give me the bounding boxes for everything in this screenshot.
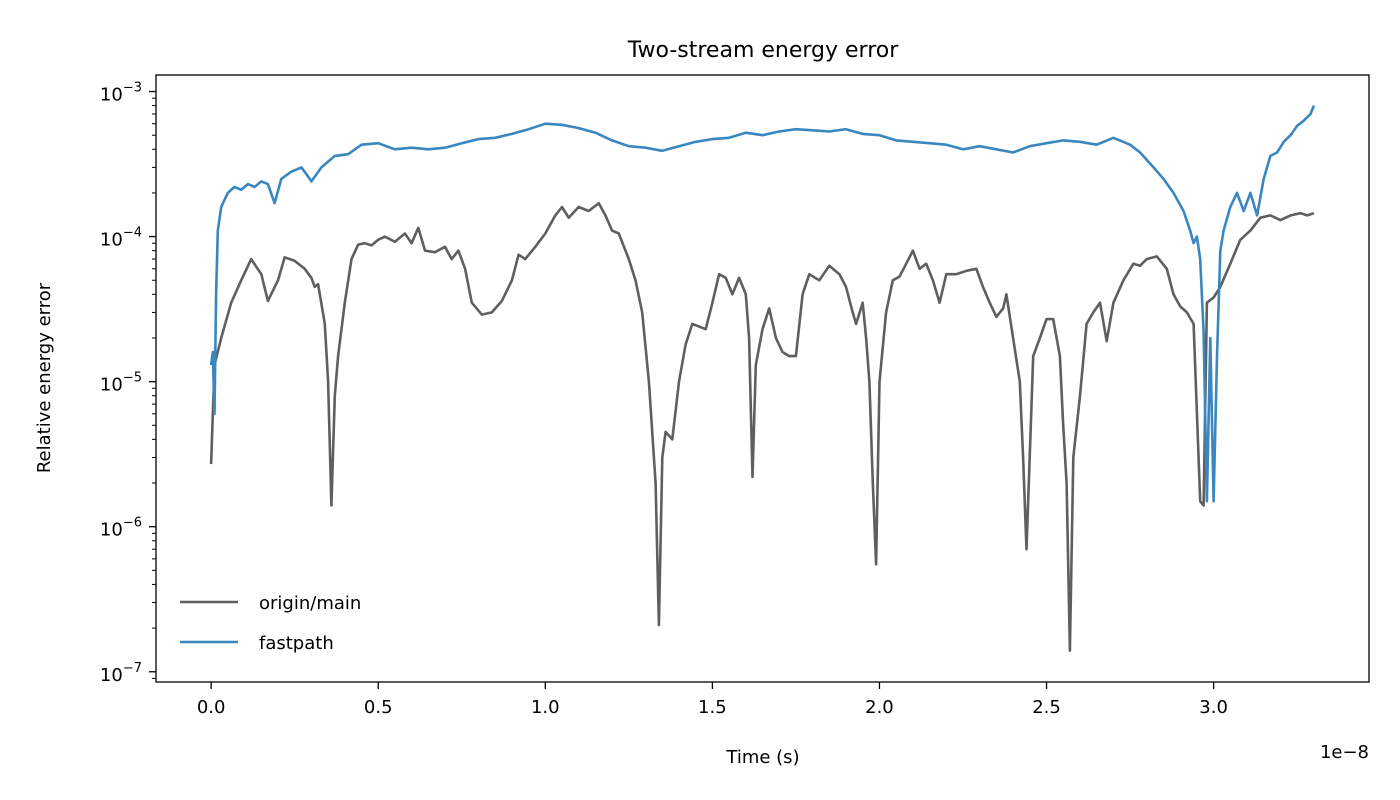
legend-label: fastpath [259,633,334,654]
x-axis: 0.0 0.5 1.0 1.5 2.0 2.5 3.0 [197,682,1228,718]
y-axis-label: Relative energy error [34,282,55,473]
y-axis: 10−3 10−4 10−5 10−6 10−7 [100,81,156,686]
y-tick-label: 10−5 [100,371,142,396]
series-line-origin-main [209,201,1315,652]
x-tick-label: 0.0 [197,697,226,718]
x-tick-label: 3.0 [1199,697,1228,718]
y-tick-label: 10−3 [100,81,142,106]
x-axis-multiplier: 1e−8 [1320,742,1369,763]
chart-title: Two-stream energy error [627,38,900,63]
y-tick-label: 10−7 [100,661,142,686]
x-tick-label: 1.5 [698,697,727,718]
plot-frame [155,74,1370,683]
legend-label: origin/main [259,593,361,614]
x-tick-label: 1.0 [531,697,560,718]
x-tick-label: 0.5 [364,697,393,718]
x-axis-label: Time (s) [725,747,799,768]
legend: origin/main fastpath [180,593,361,654]
series-layer [209,105,1316,652]
x-tick-label: 2.5 [1032,697,1061,718]
y-tick-label: 10−6 [100,516,142,541]
y-tick-label: 10−4 [100,226,142,251]
x-tick-label: 2.0 [865,697,894,718]
series-line-fastpath [209,105,1316,503]
